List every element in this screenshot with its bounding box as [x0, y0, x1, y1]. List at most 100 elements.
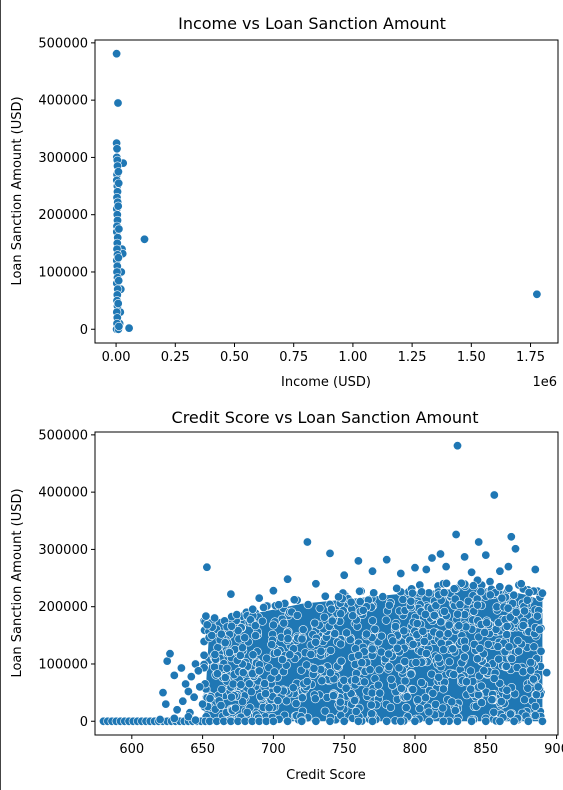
scatter-point [447, 697, 457, 707]
y-axis-label: Loan Sanction Amount (USD) [10, 488, 25, 677]
scatter-point [367, 709, 377, 719]
scatter-point [368, 616, 378, 626]
scatter-point [485, 577, 495, 587]
scatter-point [411, 657, 421, 667]
scatter-point [501, 661, 511, 671]
scatter-point [502, 685, 512, 695]
x-ticks: 600 650 700 750 800 850 900 [119, 735, 563, 757]
scatter-point [176, 663, 186, 673]
scatter-point [503, 603, 513, 613]
scatter-point [461, 677, 471, 687]
scatter-point [201, 611, 211, 621]
scatter-point [384, 662, 394, 672]
scatter-point [202, 620, 212, 630]
scatter-point [186, 672, 196, 682]
scatter-point [482, 618, 492, 628]
scatter-point [474, 537, 484, 547]
scatter-point [526, 665, 536, 675]
scatter-point [210, 649, 220, 659]
scatter-point [369, 588, 379, 598]
scatter-point [250, 621, 260, 631]
y-tick-label: 0 [80, 715, 88, 730]
scatter-point [351, 706, 361, 716]
scatter-point [460, 552, 470, 562]
scatter-point [161, 699, 171, 709]
scatter-point [392, 583, 402, 593]
scatter-point [473, 600, 483, 610]
scatter-point [268, 586, 278, 596]
scatter-point [483, 639, 493, 649]
scatter-point [267, 639, 277, 649]
scatter-point [493, 642, 503, 652]
scatter-point [311, 637, 321, 647]
x-tick-label: 0.00 [102, 350, 131, 365]
scatter-point [532, 289, 542, 299]
x-axis-label: Income (USD) [281, 375, 371, 390]
scatter-point [370, 624, 380, 634]
scatter-point [472, 654, 482, 664]
scatter-point [449, 669, 459, 679]
scatter-point [198, 699, 208, 709]
scatter-point [406, 669, 416, 679]
scatter-point [296, 665, 306, 675]
scatter-point [460, 643, 470, 653]
scatter-point [355, 586, 365, 596]
y-tick-label: 500000 [38, 36, 88, 51]
scatter-point [291, 699, 301, 709]
x-tick-label: 0.50 [220, 350, 249, 365]
scatter-point [261, 689, 271, 699]
scatter-point [400, 656, 410, 666]
chart-income-vs-loan: Income vs Loan Sanction Amount 0.00 0.25 0… [10, 14, 559, 390]
scatter-point [467, 716, 477, 726]
y-tick-label: 200000 [38, 208, 88, 223]
scatter-point [528, 674, 538, 684]
scatter-point [523, 716, 533, 726]
scatter-point [193, 666, 203, 676]
scatter-point [217, 684, 227, 694]
scatter-point [202, 562, 212, 572]
scatter-point [302, 537, 312, 547]
scatter-point [367, 566, 377, 576]
scatter-point [381, 615, 391, 625]
scatter-point [327, 616, 337, 626]
scatter-point [513, 636, 523, 646]
scatter-point [262, 653, 272, 663]
y-tick-label: 300000 [38, 543, 88, 558]
scatter-point [336, 656, 346, 666]
scatter-point [519, 695, 529, 705]
scatter-point [272, 648, 282, 658]
scatter-point [330, 629, 340, 639]
scatter-point [316, 646, 326, 656]
scatter-point [424, 716, 434, 726]
scatter-point [228, 679, 238, 689]
scatter-point [248, 650, 258, 660]
y-axis-label: Loan Sanction Amount (USD) [10, 96, 25, 285]
scatter-point [336, 639, 346, 649]
scatter-point [191, 715, 201, 725]
scatter-point [535, 625, 545, 635]
scatter-point [390, 621, 400, 631]
scatter-point [359, 677, 369, 687]
scatter-point [494, 654, 504, 664]
scatter-point [410, 716, 420, 726]
scatter-point [283, 634, 293, 644]
scatter-point [367, 644, 377, 654]
scatter-point [519, 606, 529, 616]
scatter-point [448, 644, 458, 654]
scatter-point [530, 701, 540, 711]
scatter-point [236, 680, 246, 690]
scatter-point [427, 553, 437, 563]
scatter-point [339, 675, 349, 685]
scatter-point [416, 677, 426, 687]
scatter-point [226, 589, 236, 599]
scatter-point [523, 683, 533, 693]
scatter-point [341, 683, 351, 693]
scatter-point [406, 596, 416, 606]
scatter-point [273, 695, 283, 705]
scatter-point [311, 579, 321, 589]
scatter-point [530, 710, 540, 720]
scatter-point [292, 610, 302, 620]
scatter-point [297, 693, 307, 703]
y-tick-label: 500000 [38, 428, 88, 443]
scatter-point [235, 650, 245, 660]
